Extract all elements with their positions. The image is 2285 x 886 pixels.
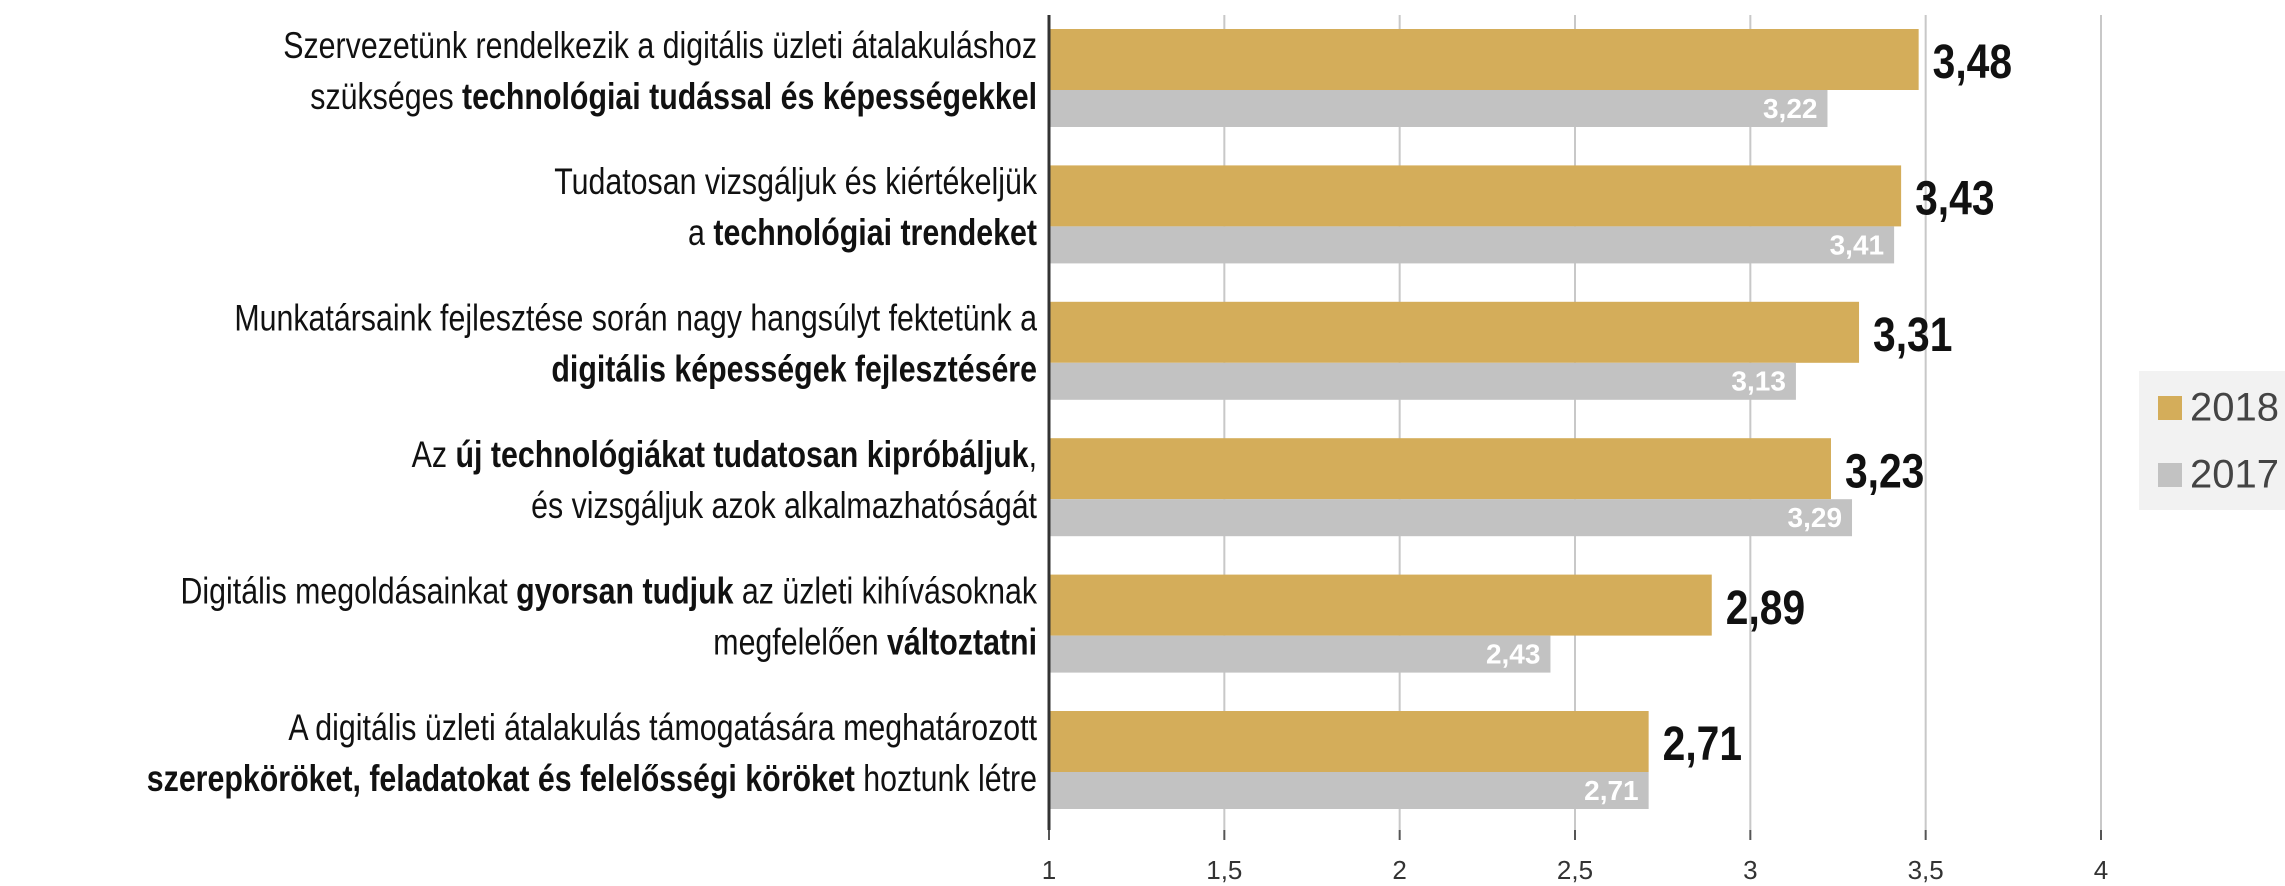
bar [1049,90,1828,127]
category-label-line: digitális képességek fejlesztésére [551,349,1037,391]
bar [1049,226,1895,264]
label-run: Az [412,434,456,476]
x-tick-label: 2,5 [1557,855,1593,885]
category-label: szükséges technológiai tudással és képes… [310,76,1037,118]
category-label-line: a technológiai trendeket [688,212,1037,254]
label-run: Munkatársaink fejlesztése során nagy han… [234,298,1037,340]
bar [1049,438,1831,500]
category-label: Munkatársaink fejlesztése során nagy han… [234,298,1037,340]
value-label: 2,71 [1584,775,1639,806]
x-tick-label: 2 [1392,855,1406,885]
category-label-line: Digitális megoldásainkat gyorsan tudjuk … [181,571,1038,613]
category-label-line: szükséges technológiai tudással és képes… [310,76,1037,118]
bar [1049,574,1712,636]
x-tick-label: 3,5 [1908,855,1944,885]
label-run: szükséges [310,76,462,118]
label-run: Tudatosan vizsgáljuk és kiértékeljük [554,161,1037,203]
category-label: A digitális üzleti átalakulás támogatásá… [288,707,1037,749]
x-tick-label: 1,5 [1206,855,1242,885]
category-label: Digitális megoldásainkat gyorsan tudjuk … [181,571,1038,613]
category-label: Tudatosan vizsgáljuk és kiértékeljük [554,161,1037,203]
category-label-line: szerepköröket, feladatokat és felelősség… [147,758,1037,800]
category-label-line: Szervezetünk rendelkezik a digitális üzl… [283,25,1037,67]
label-run: digitális képességek fejlesztésére [551,349,1037,391]
category-label-line: A digitális üzleti átalakulás támogatásá… [288,707,1037,749]
bar [1049,711,1649,772]
value-label: 2,71 [1663,718,1742,771]
legend-label: 2018 [2190,386,2279,430]
x-tick-label: 3 [1743,855,1757,885]
value-label: 3,31 [1873,309,1952,362]
category-label: szerepköröket, feladatokat és felelősség… [147,758,1037,800]
label-run: hoztunk létre [855,758,1037,800]
label-run: A digitális üzleti átalakulás támogatásá… [288,707,1037,749]
label-run: , [1029,434,1037,476]
value-label: 3,29 [1788,502,1843,533]
bar [1049,165,1902,227]
value-label: 3,43 [1915,173,1994,226]
label-run: a [688,212,713,254]
category-label: megfelelően változtatni [713,622,1037,664]
value-label: 3,23 [1845,445,1924,498]
category-label-line: Munkatársaink fejlesztése során nagy han… [234,298,1037,340]
value-label: 3,13 [1731,366,1786,397]
x-tick-label: 1 [1042,855,1056,885]
label-run: új technológiákat tudatosan kipróbáljuk [456,434,1029,476]
label-run: szerepköröket, feladatokat és felelősség… [147,758,855,800]
value-label: 3,41 [1830,229,1885,260]
value-label: 3,22 [1763,93,1818,124]
value-label: 3,48 [1933,36,2012,89]
label-run: és vizsgáljuk azok alkalmazhatóságát [531,485,1037,527]
category-label-line: megfelelően változtatni [713,622,1037,664]
category-label-line: és vizsgáljuk azok alkalmazhatóságát [531,485,1037,527]
bar [1049,29,1919,90]
label-run: megfelelően [713,622,887,664]
bar [1049,499,1853,537]
value-label: 2,43 [1486,638,1541,669]
bar [1049,301,1860,363]
legend-swatch [2158,396,2182,420]
bar [1049,362,1796,400]
category-label-line: Az új technológiákat tudatosan kipróbálj… [412,434,1037,476]
category-label: és vizsgáljuk azok alkalmazhatóságát [531,485,1037,527]
category-label: Az új technológiákat tudatosan kipróbálj… [412,434,1037,476]
category-label: digitális képességek fejlesztésére [551,349,1037,391]
category-label: a technológiai trendeket [688,212,1037,254]
label-run: változtatni [887,622,1037,664]
label-run: Szervezetünk rendelkezik a digitális üzl… [283,25,1037,67]
label-run: Digitális megoldásainkat [181,571,517,613]
category-label: Szervezetünk rendelkezik a digitális üzl… [283,25,1037,67]
legend-swatch [2158,463,2182,487]
category-label-line: Tudatosan vizsgáljuk és kiértékeljük [554,161,1037,203]
value-label: 2,89 [1726,582,1805,635]
label-run: az üzleti kihívásoknak [734,571,1038,613]
bar [1049,772,1649,809]
label-run: technológiai tudással és képességekkel [462,76,1037,118]
bar [1049,635,1551,673]
legend-label: 2017 [2190,453,2279,497]
x-tick-label: 4 [2094,855,2108,885]
label-run: technológiai trendeket [713,212,1037,254]
label-run: gyorsan tudjuk [516,571,734,613]
